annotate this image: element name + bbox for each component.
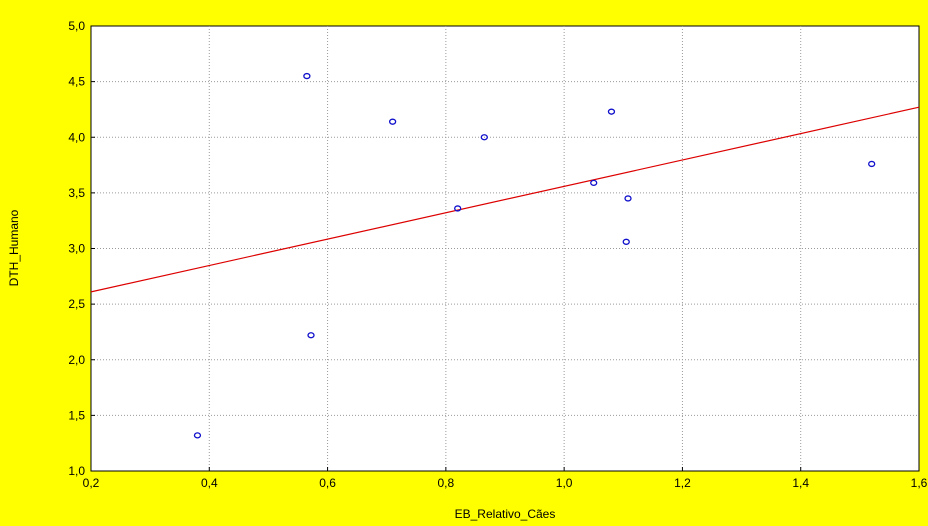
y-tick-label: 2,5 xyxy=(68,297,85,311)
x-tick-label: 1,6 xyxy=(911,476,928,490)
scatter-point xyxy=(624,195,632,202)
axis-ticks: 0,2 0,4 0,6 0,8 1,0 1,2 1,4 1,6 1,0 1,5 2,0 2,5 3,0 3… xyxy=(68,19,927,490)
y-tick-label: 1,5 xyxy=(68,408,85,422)
scatter-point xyxy=(868,160,876,168)
x-tick-label: 1,0 xyxy=(556,476,573,490)
x-tick-label: 0,4 xyxy=(201,476,218,490)
data-points xyxy=(193,72,876,439)
y-tick-label: 4,5 xyxy=(68,75,85,89)
regression-line xyxy=(90,106,920,293)
scatter-point xyxy=(454,205,462,212)
grid-lines xyxy=(91,26,919,471)
y-axis-title: DTH_Humano xyxy=(7,209,21,286)
scatter-point xyxy=(388,118,397,125)
scatter-point xyxy=(607,108,616,115)
scatter-point xyxy=(193,432,202,439)
scatter-point xyxy=(303,72,311,80)
scatter-point xyxy=(307,332,315,339)
x-tick-label: 1,2 xyxy=(674,476,691,490)
y-tick-label: 5,0 xyxy=(68,19,85,33)
y-tick-label: 3,5 xyxy=(68,186,85,200)
y-tick-label: 4,0 xyxy=(68,130,85,144)
scatter-point xyxy=(622,238,630,245)
x-tick-label: 1,4 xyxy=(792,476,809,490)
fit-line-layer xyxy=(90,106,920,293)
scatter-point xyxy=(480,134,488,141)
y-tick-label: 3,0 xyxy=(68,242,85,256)
y-tick-label: 2,0 xyxy=(68,353,85,367)
y-tick-label: 1,0 xyxy=(68,464,85,478)
x-tick-label: 0,6 xyxy=(319,476,336,490)
x-axis-title: EB_Relativo_Cães xyxy=(455,507,556,521)
x-tick-label: 0,8 xyxy=(438,476,455,490)
x-tick-label: 0,2 xyxy=(83,476,100,490)
scatter-point xyxy=(590,179,598,187)
